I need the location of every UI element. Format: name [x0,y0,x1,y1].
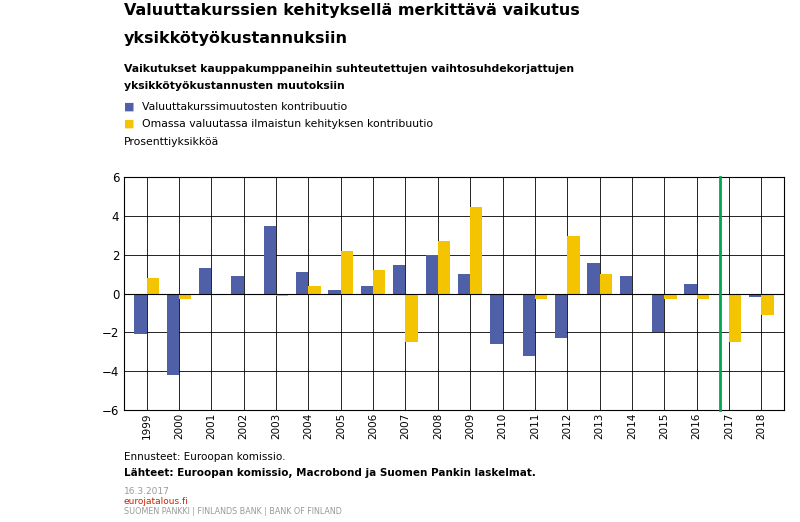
Text: ■: ■ [124,102,134,112]
Bar [231,276,244,293]
Bar [199,268,211,293]
Text: Omassa valuutassa ilmaistun kehityksen kontribuutio: Omassa valuutassa ilmaistun kehityksen k… [142,119,433,129]
Text: Prosenttiyksikköä: Prosenttiyksikköä [124,137,219,147]
Bar [684,284,697,293]
Bar [697,293,709,300]
Bar [438,241,450,293]
Bar [264,226,276,293]
Text: ■: ■ [124,119,134,129]
Bar [522,293,535,355]
Bar [329,290,341,293]
Bar [535,293,547,300]
Text: Ennusteet: Euroopan komissio.: Ennusteet: Euroopan komissio. [124,452,286,461]
Bar [762,293,774,315]
Bar [406,293,418,342]
Bar [490,293,502,344]
Bar [555,293,567,338]
Bar [652,293,664,333]
Bar [296,272,309,293]
Bar [599,274,612,293]
Text: SUOMEN PANKKI | FINLANDS BANK | BANK OF FINLAND: SUOMEN PANKKI | FINLANDS BANK | BANK OF … [124,507,342,516]
Text: yksikkötyökustannusten muutoksiin: yksikkötyökustannusten muutoksiin [124,81,345,91]
Text: Vaikutukset kauppakumppaneihin suhteutettujen vaihtosuhdekorjattujen: Vaikutukset kauppakumppaneihin suhteutet… [124,64,574,74]
Bar [426,255,438,293]
Text: 16.3.2017: 16.3.2017 [124,487,170,495]
Bar [567,235,579,293]
Bar [664,293,677,300]
Bar [134,293,146,334]
Bar [276,293,288,295]
Text: Valuuttakurssimuutosten kontribuutio: Valuuttakurssimuutosten kontribuutio [142,102,347,112]
Bar [393,265,406,293]
Bar [341,251,353,293]
Bar [458,274,470,293]
Bar [373,270,386,293]
Bar [309,286,321,293]
Bar [470,207,482,293]
Bar [179,293,191,300]
Bar [729,293,742,342]
Bar [620,276,632,293]
Text: Valuuttakurssien kehityksellä merkittävä vaikutus: Valuuttakurssien kehityksellä merkittävä… [124,3,580,18]
Text: eurojatalous.fi: eurojatalous.fi [124,497,189,506]
Bar [166,293,179,375]
Bar [587,263,599,293]
Bar [146,278,159,293]
Text: Lähteet: Euroopan komissio, Macrobond ja Suomen Pankin laskelmat.: Lähteet: Euroopan komissio, Macrobond ja… [124,468,536,478]
Bar [749,293,762,298]
Text: yksikkötyökustannuksiin: yksikkötyökustannuksiin [124,31,348,46]
Bar [361,286,373,293]
